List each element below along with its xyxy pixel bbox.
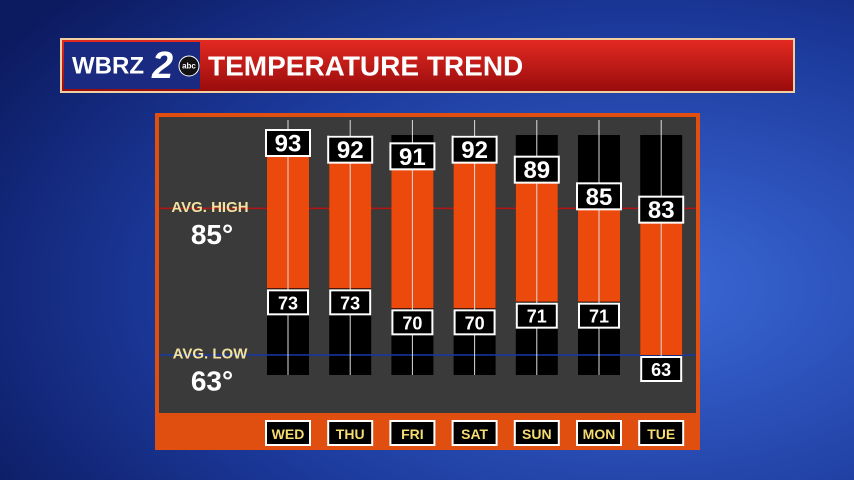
low-label: 70 bbox=[465, 313, 485, 333]
high-label-box bbox=[638, 195, 685, 224]
low-label-box bbox=[391, 309, 434, 336]
logo-channel: 2 bbox=[151, 45, 173, 87]
logo-network-circle bbox=[178, 55, 200, 77]
low-label: 73 bbox=[340, 293, 360, 313]
day-label-box bbox=[327, 420, 374, 446]
high-label: 91 bbox=[399, 144, 426, 171]
day-label: SUN bbox=[522, 426, 552, 442]
day-label-box bbox=[513, 420, 560, 446]
reference-value: 85° bbox=[191, 219, 233, 250]
logo-name: WBRZ bbox=[72, 53, 144, 80]
logo-network: abc bbox=[182, 62, 196, 71]
day-label-box bbox=[638, 420, 685, 446]
high-label-box bbox=[451, 135, 498, 164]
high-label: 93 bbox=[275, 131, 302, 158]
day-label: SAT bbox=[461, 426, 488, 442]
high-label-box bbox=[389, 142, 436, 171]
high-label: 92 bbox=[337, 137, 364, 164]
low-label-box bbox=[640, 356, 683, 382]
low-label-box bbox=[515, 302, 558, 329]
low-label-box bbox=[329, 289, 372, 316]
high-label-box bbox=[327, 135, 374, 164]
day-label-box bbox=[389, 420, 436, 446]
low-label: 73 bbox=[278, 293, 298, 313]
day-label-box bbox=[265, 420, 311, 446]
high-label-box bbox=[265, 129, 311, 157]
day-label: THU bbox=[336, 426, 365, 442]
day-label: FRI bbox=[401, 426, 424, 442]
day-label-box bbox=[576, 420, 622, 446]
reference-value: 63° bbox=[191, 366, 233, 397]
low-label: 63 bbox=[651, 360, 671, 380]
high-label-box bbox=[576, 182, 622, 211]
low-label: 71 bbox=[527, 307, 547, 327]
high-label-box bbox=[513, 155, 560, 184]
day-label: WED bbox=[272, 426, 305, 442]
high-label: 83 bbox=[648, 197, 675, 224]
high-label: 89 bbox=[523, 157, 550, 184]
reference-label: AVG. LOW bbox=[173, 346, 249, 363]
high-label: 92 bbox=[461, 137, 488, 164]
high-label: 85 bbox=[586, 184, 613, 211]
day-label: TUE bbox=[647, 426, 675, 442]
reference-label: AVG. HIGH bbox=[171, 199, 248, 216]
logo-box bbox=[64, 42, 200, 89]
low-label-box bbox=[453, 309, 496, 336]
chart-title: TEMPERATURE TREND bbox=[208, 51, 523, 82]
low-label: 70 bbox=[402, 313, 422, 333]
day-label: MON bbox=[583, 426, 616, 442]
low-label-box bbox=[267, 289, 309, 316]
low-label: 71 bbox=[589, 307, 609, 327]
day-label-box bbox=[451, 420, 498, 446]
low-label-box bbox=[578, 302, 620, 329]
